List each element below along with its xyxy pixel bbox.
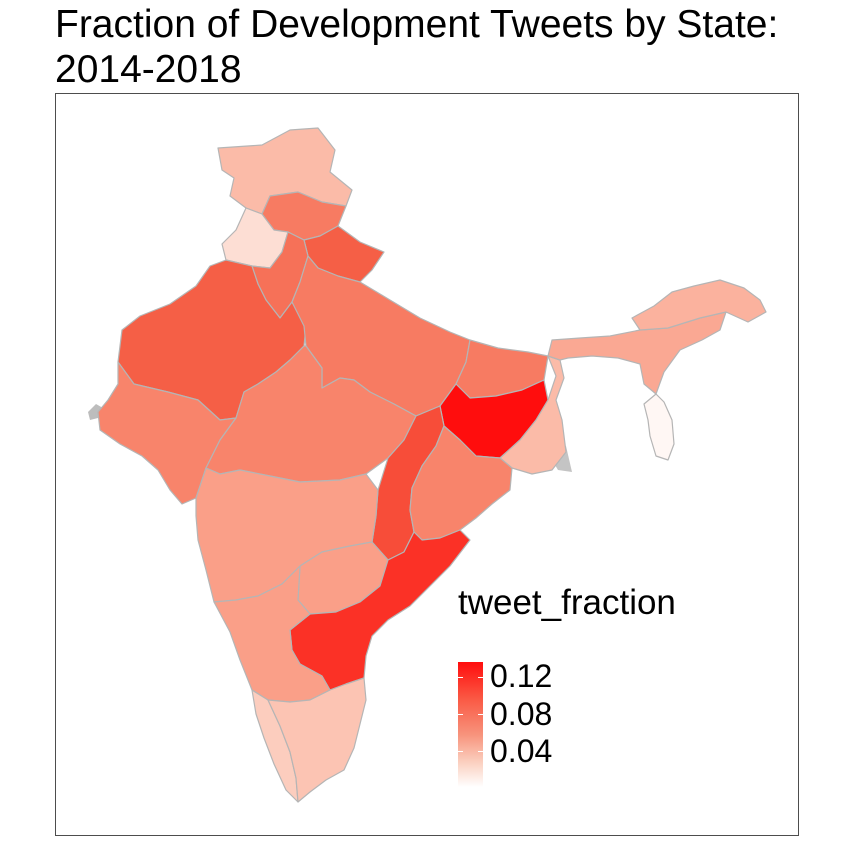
title-line-2: 2014-2018 (55, 48, 242, 91)
legend-tick-mark (458, 714, 483, 715)
region-gj (97, 361, 237, 505)
legend-tick-label: 0.12 (490, 658, 553, 694)
title-line-1: Fraction of Development Tweets by State: (55, 3, 779, 46)
region-tn (267, 677, 367, 803)
map-title: Fraction of Development Tweets by State:… (55, 2, 778, 92)
legend-color-bar (458, 662, 483, 787)
region-mz (643, 393, 675, 461)
region-gj-islands (88, 404, 103, 420)
region-ne (631, 279, 767, 331)
legend-tick-label: 0.04 (490, 733, 553, 769)
region-wb (499, 355, 567, 475)
legend-title: tweet_fraction (458, 583, 676, 622)
legend-tick-mark (458, 677, 483, 678)
legend-tick-mark (458, 751, 483, 752)
legend-tick-label: 0.08 (490, 696, 553, 732)
